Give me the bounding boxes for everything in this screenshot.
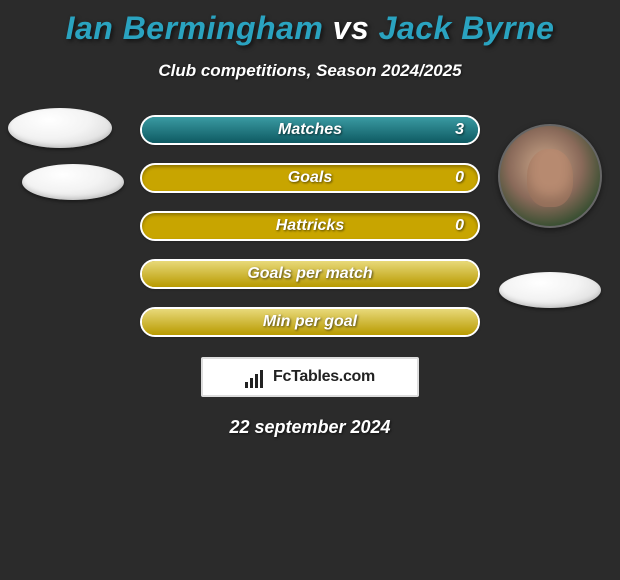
stat-value-right: 3: [455, 121, 464, 139]
page-title: Ian Bermingham vs Jack Byrne: [0, 0, 620, 47]
stat-label: Hattricks: [276, 217, 344, 235]
stat-label: Goals per match: [247, 265, 372, 283]
stat-label: Min per goal: [263, 313, 357, 331]
stat-value-right: 0: [455, 217, 464, 235]
avatar-right-group: [498, 124, 602, 308]
player2-photo: [498, 124, 602, 228]
stat-bar: Matches 3: [140, 115, 480, 145]
logo-text: FcTables.com: [273, 368, 375, 386]
stat-label: Matches: [278, 121, 342, 139]
player1-name: Ian Bermingham: [66, 10, 324, 46]
stat-bar: Goals 0: [140, 163, 480, 193]
subtitle: Club competitions, Season 2024/2025: [0, 61, 620, 81]
stat-bar: Min per goal: [140, 307, 480, 337]
player1-avatar-placeholder-2: [22, 164, 124, 200]
player2-name: Jack Byrne: [379, 10, 555, 46]
player2-avatar-placeholder: [499, 272, 601, 308]
fctables-icon: [245, 366, 267, 388]
vs-text: vs: [333, 10, 370, 46]
stat-bar: Hattricks 0: [140, 211, 480, 241]
source-logo: FcTables.com: [201, 357, 419, 397]
stat-bar: Goals per match: [140, 259, 480, 289]
logo-bars: [245, 370, 263, 388]
stat-label: Goals: [288, 169, 332, 187]
avatar-left-group: [8, 108, 124, 200]
date-text: 22 september 2024: [0, 417, 620, 438]
stat-value-right: 0: [455, 169, 464, 187]
player1-avatar-placeholder-1: [8, 108, 112, 148]
